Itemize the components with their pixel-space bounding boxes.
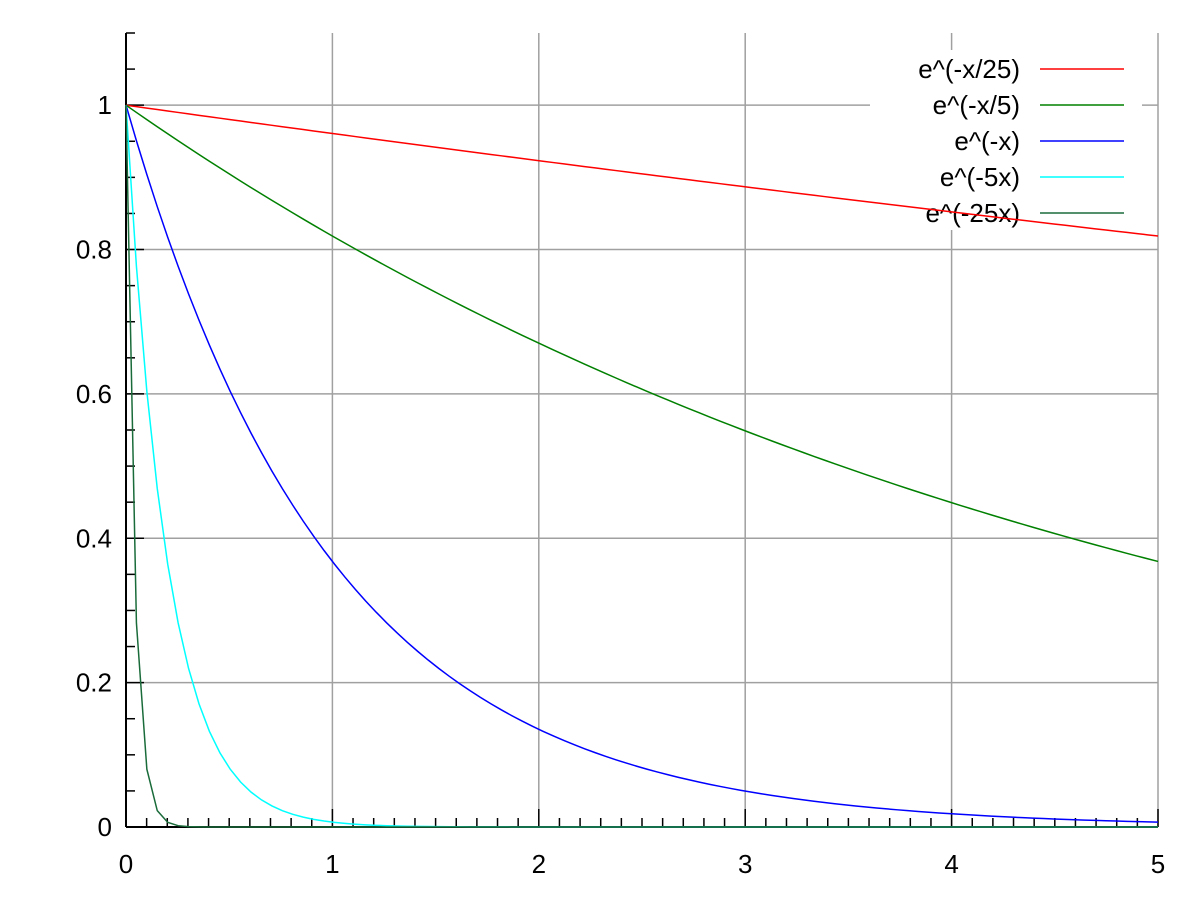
x-tick-label: 1 xyxy=(325,849,339,879)
x-tick-label: 5 xyxy=(1151,849,1165,879)
series-line xyxy=(125,104,1159,237)
legend-box xyxy=(870,50,1142,230)
x-tick-label: 4 xyxy=(944,849,958,879)
legend-label: e^(-25x) xyxy=(925,198,1020,228)
y-tick-label: 0 xyxy=(98,812,112,842)
y-tick-label: 0.8 xyxy=(76,235,112,265)
tick-labels: 0 1 2 3 4 5 0 0.2 0.4 0.6 0.8 1 xyxy=(76,90,1165,879)
y-tick-label: 0.2 xyxy=(76,668,112,698)
x-tick-label: 2 xyxy=(532,849,546,879)
legend-label: e^(-5x) xyxy=(940,162,1020,192)
series-line xyxy=(125,104,1159,563)
curves xyxy=(125,104,1159,828)
legend-label: e^(-x/25) xyxy=(918,54,1020,84)
y-tick-label: 1 xyxy=(98,90,112,120)
y-tick-label: 0.6 xyxy=(76,379,112,409)
legend: e^(-x/25) e^(-x/5) e^(-x) e^(-5x) e^(-25x) xyxy=(918,54,1124,228)
legend-label: e^(-x/5) xyxy=(933,90,1020,120)
series-line xyxy=(125,104,1159,823)
series-line xyxy=(125,105,1158,828)
x-tick-label: 3 xyxy=(738,849,752,879)
x-tick-label: 0 xyxy=(119,849,133,879)
legend-label: e^(-x) xyxy=(954,126,1020,156)
y-tick-label: 0.4 xyxy=(76,523,112,553)
